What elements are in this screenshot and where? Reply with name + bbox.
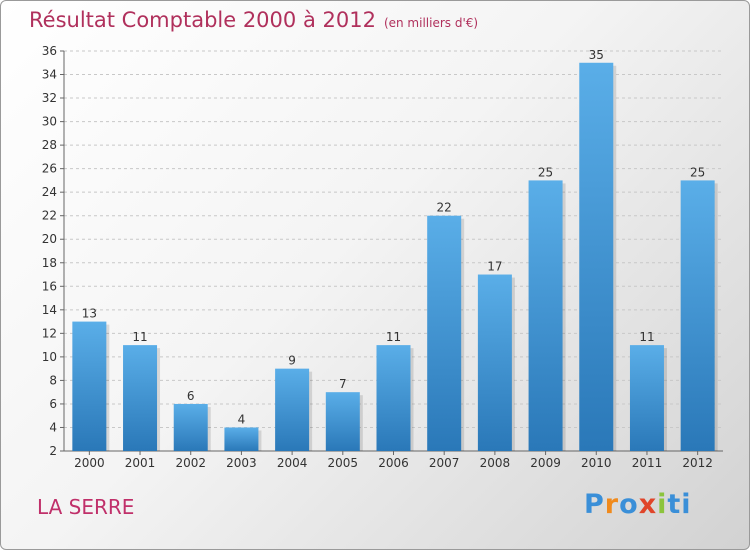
value-label-2004: 9 xyxy=(288,354,296,368)
bars xyxy=(72,62,718,452)
y-tick-label-20: 20 xyxy=(42,232,57,246)
bar-2008 xyxy=(477,274,512,451)
x-tick-label-2001: 2001 xyxy=(125,456,156,470)
chart-title: Résultat Comptable 2000 à 2012 (en millie… xyxy=(29,8,478,32)
y-tick-label-2: 2 xyxy=(49,444,57,458)
y-tick-label-34: 34 xyxy=(42,68,57,82)
y-tick-label-24: 24 xyxy=(42,185,57,199)
x-tick-label-2003: 2003 xyxy=(226,456,257,470)
logo-letter-5: i xyxy=(657,489,668,520)
y-tick-label-8: 8 xyxy=(49,373,57,387)
bar-2002 xyxy=(173,403,208,451)
value-label-2002: 6 xyxy=(187,389,195,403)
bar-2009 xyxy=(528,180,563,452)
y-tick-label-16: 16 xyxy=(42,279,57,293)
value-label-2012: 25 xyxy=(690,165,705,179)
bar-2006 xyxy=(376,345,411,451)
bar-2007 xyxy=(427,215,462,451)
value-label-2001: 11 xyxy=(132,330,147,344)
x-tick-label-2006: 2006 xyxy=(378,456,409,470)
value-label-2008: 17 xyxy=(487,260,502,274)
logo-letter-1: P xyxy=(584,489,605,520)
value-label-2007: 22 xyxy=(437,201,452,215)
value-label-2010: 35 xyxy=(589,48,604,62)
x-tick-label-2000: 2000 xyxy=(74,456,105,470)
bar-2003 xyxy=(224,427,259,451)
x-tick-label-2002: 2002 xyxy=(175,456,206,470)
bar-2005 xyxy=(325,392,360,451)
x-tick-label-2004: 2004 xyxy=(277,456,308,470)
y-tick-label-36: 36 xyxy=(42,44,57,58)
y-tick-label-32: 32 xyxy=(42,91,57,105)
logo-letter-6: ti xyxy=(667,489,692,520)
x-tick-label-2009: 2009 xyxy=(530,456,561,470)
y-tick-label-4: 4 xyxy=(49,420,57,434)
y-tick-label-6: 6 xyxy=(49,397,57,411)
chart-subtitle: (en milliers d'€) xyxy=(383,16,479,30)
value-label-2005: 7 xyxy=(339,377,347,391)
chart-title-text: Résultat Comptable 2000 à 2012 xyxy=(29,8,376,32)
x-tick-label-2012: 2012 xyxy=(682,456,713,470)
value-label-2011: 11 xyxy=(639,330,654,344)
labels: 13 11 6 4 9 7 11 22 17 25 35 11 25 xyxy=(82,48,706,427)
value-label-2000: 13 xyxy=(82,307,97,321)
logo-letter-4: x xyxy=(638,489,658,520)
x-tick-label-2008: 2008 xyxy=(480,456,511,470)
x-tick-label-2011: 2011 xyxy=(632,456,663,470)
x-tick-label-2007: 2007 xyxy=(429,456,460,470)
y-tick-label-14: 14 xyxy=(42,303,57,317)
logo-letter-2: r xyxy=(604,489,620,520)
y-tick-label-18: 18 xyxy=(42,256,57,270)
bar-2000 xyxy=(72,321,107,451)
bar-2012 xyxy=(680,180,715,452)
y-tick-label-28: 28 xyxy=(42,138,57,152)
bar-2011 xyxy=(629,345,664,451)
y-tick-label-12: 12 xyxy=(42,326,57,340)
y-tick-label-22: 22 xyxy=(42,209,57,223)
logo-letter-3: o xyxy=(619,489,639,520)
bar-2010 xyxy=(579,62,614,451)
x-tick-label-2010: 2010 xyxy=(581,456,612,470)
value-label-2003: 4 xyxy=(238,412,246,426)
bar-2004 xyxy=(275,368,310,451)
bar-2001 xyxy=(123,345,158,451)
y-tick-label-10: 10 xyxy=(42,350,57,364)
value-label-2006: 11 xyxy=(386,330,401,344)
y-tick-label-30: 30 xyxy=(42,115,57,129)
x-tick-label-2005: 2005 xyxy=(328,456,359,470)
proxiti-logo: Proxiti xyxy=(584,489,692,520)
commune-name: LA SERRE xyxy=(37,495,135,519)
y-tick-label-26: 26 xyxy=(42,162,57,176)
value-label-2009: 25 xyxy=(538,165,553,179)
